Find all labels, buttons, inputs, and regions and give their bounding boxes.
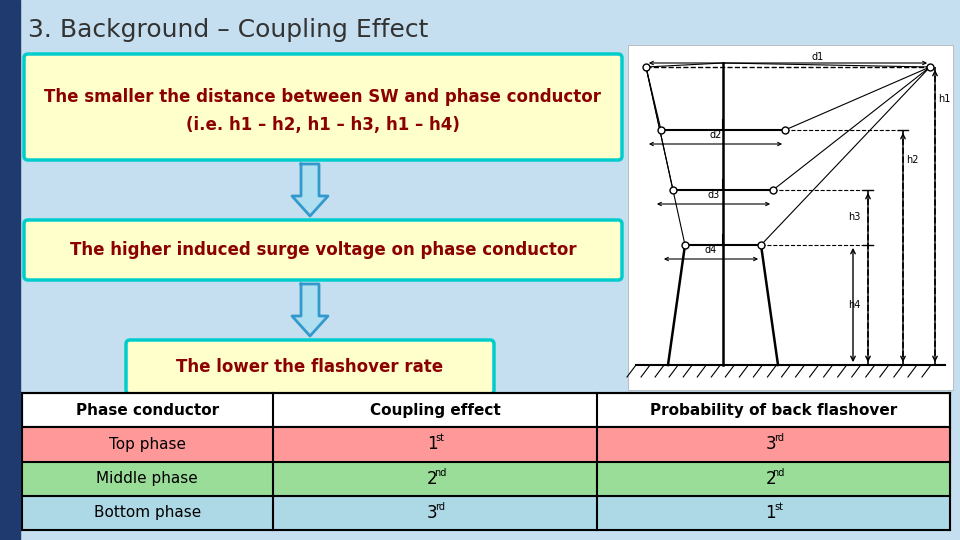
Bar bbox=[0, 0, 20, 540]
Bar bbox=[628, 45, 953, 390]
Text: nd: nd bbox=[773, 468, 785, 477]
Text: st: st bbox=[774, 502, 783, 512]
Text: 1: 1 bbox=[765, 504, 776, 522]
Polygon shape bbox=[292, 284, 328, 336]
Bar bbox=[22, 462, 950, 496]
FancyBboxPatch shape bbox=[24, 54, 622, 160]
FancyBboxPatch shape bbox=[126, 340, 494, 394]
Text: d2: d2 bbox=[709, 130, 722, 140]
Text: Top phase: Top phase bbox=[108, 437, 186, 452]
Polygon shape bbox=[292, 164, 328, 216]
Text: 3: 3 bbox=[426, 504, 437, 522]
Text: The lower the flashover rate: The lower the flashover rate bbox=[177, 358, 444, 376]
Text: The smaller the distance between SW and phase conductor: The smaller the distance between SW and … bbox=[44, 88, 602, 106]
Text: h2: h2 bbox=[906, 155, 919, 165]
Text: Coupling effect: Coupling effect bbox=[370, 403, 500, 417]
Bar bbox=[22, 393, 950, 427]
FancyBboxPatch shape bbox=[24, 220, 622, 280]
Text: (i.e. h1 – h2, h1 – h3, h1 – h4): (i.e. h1 – h2, h1 – h3, h1 – h4) bbox=[186, 116, 460, 134]
Text: Phase conductor: Phase conductor bbox=[76, 403, 219, 417]
Text: 2: 2 bbox=[426, 470, 437, 488]
Text: Middle phase: Middle phase bbox=[96, 471, 198, 486]
Text: 2: 2 bbox=[765, 470, 776, 488]
Bar bbox=[22, 496, 950, 530]
Text: rd: rd bbox=[435, 502, 444, 512]
Text: h4: h4 bbox=[848, 300, 860, 310]
Text: Probability of back flashover: Probability of back flashover bbox=[650, 403, 898, 417]
Text: rd: rd bbox=[774, 434, 783, 443]
Text: 3. Background – Coupling Effect: 3. Background – Coupling Effect bbox=[28, 18, 428, 42]
Text: h1: h1 bbox=[938, 93, 950, 104]
Text: d3: d3 bbox=[708, 190, 720, 200]
Text: 3: 3 bbox=[765, 435, 776, 454]
Text: d4: d4 bbox=[705, 245, 717, 255]
Text: h3: h3 bbox=[848, 213, 860, 222]
Text: Bottom phase: Bottom phase bbox=[94, 505, 201, 521]
Bar bbox=[22, 427, 950, 462]
Text: 1: 1 bbox=[426, 435, 437, 454]
Text: The higher induced surge voltage on phase conductor: The higher induced surge voltage on phas… bbox=[70, 241, 576, 259]
Text: d1: d1 bbox=[812, 52, 824, 62]
Text: nd: nd bbox=[434, 468, 446, 477]
Text: st: st bbox=[436, 434, 444, 443]
